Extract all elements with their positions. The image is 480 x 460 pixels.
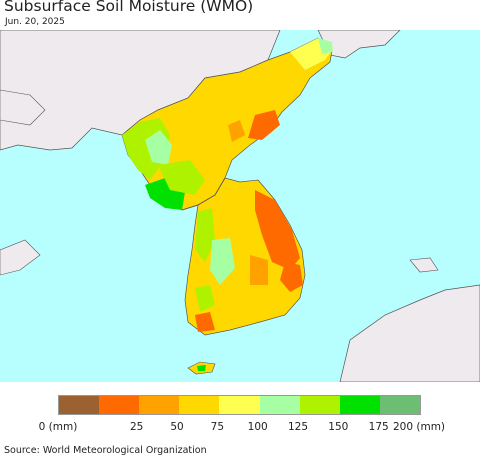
map-date: Jun. 20, 2025 [5, 17, 65, 27]
legend-swatch [59, 396, 100, 414]
legend-tick-label: 150 [328, 421, 349, 433]
legend-tick-label: 25 [129, 421, 144, 433]
legend-tick-label: 200 (mm) [392, 421, 446, 433]
legend-tick-label: 175 [368, 421, 389, 433]
sk-southwest-orange [195, 312, 215, 332]
nk-southwest-lightgreen [158, 160, 205, 195]
legend-swatch [179, 396, 220, 414]
sk-southwest-green [195, 285, 215, 312]
legend-tick-label: 125 [287, 421, 309, 433]
nk-tip [318, 38, 333, 54]
legend-ticks: 0 (mm) 25 50 75 100 125 150 175 200 (mm) [0, 421, 480, 435]
nk-east-orange [248, 110, 280, 140]
sk-south-orange [250, 255, 268, 285]
japan-island [409, 257, 439, 273]
china-shandong [0, 239, 41, 276]
legend-swatch [219, 396, 260, 414]
jeju-center [197, 365, 206, 371]
legend-colorbar [58, 395, 421, 415]
legend-tick-label: 100 [247, 421, 268, 433]
legend-tick-label: 0 (mm) [38, 421, 78, 433]
china-coast-west [0, 89, 46, 126]
sk-west-lightgreen [210, 238, 235, 285]
dmz-border [181, 177, 226, 211]
legend-swatch [299, 396, 340, 414]
sk-east-orange [255, 190, 300, 270]
legend-swatch [339, 396, 380, 414]
legend-swatch [139, 396, 180, 414]
nk-west-lightgreen [145, 130, 172, 165]
sk-southeast-orange [280, 262, 303, 292]
nk-central-orange [228, 120, 245, 142]
soil-moisture-map [0, 30, 480, 382]
legend-swatch [259, 396, 300, 414]
sk-west-green [195, 208, 215, 262]
source-credit: Source: World Meteorological Organizatio… [4, 445, 207, 456]
legend-tick-label: 50 [170, 421, 184, 433]
legend-swatch [99, 396, 140, 414]
japan-land [339, 284, 480, 382]
legend-swatch [379, 396, 420, 414]
map-title: Subsurface Soil Moisture (WMO) [4, 0, 254, 15]
legend-tick-label: 75 [210, 421, 225, 433]
